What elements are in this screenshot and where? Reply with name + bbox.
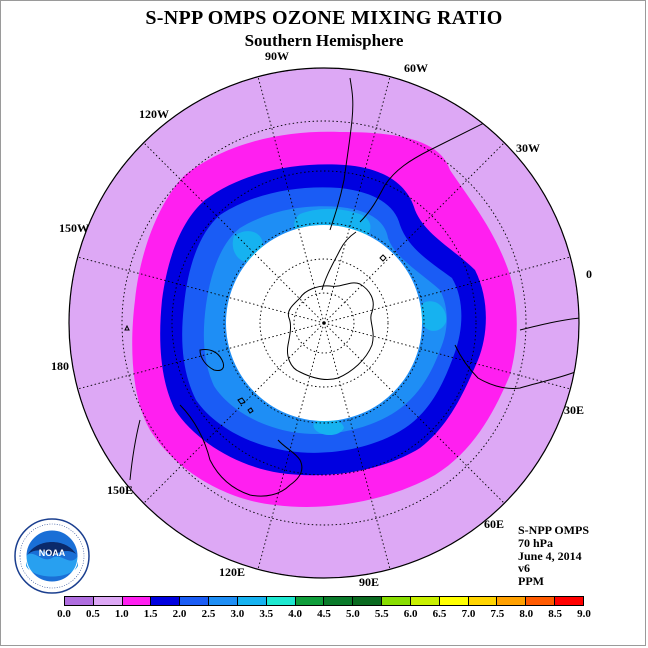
color-scale-label: 7.0 bbox=[461, 608, 476, 620]
color-scale-label: 3.0 bbox=[230, 608, 245, 620]
longitude-label: 180 bbox=[51, 359, 69, 373]
color-scale-swatch bbox=[122, 597, 152, 605]
meridian-line bbox=[143, 322, 325, 504]
color-scale-label: 5.5 bbox=[374, 608, 389, 620]
longitude-label: 30E bbox=[564, 403, 584, 417]
meridian-line bbox=[257, 322, 325, 570]
info-block: S-NPP OMPS 70 hPa June 4, 2014 v6 PPM bbox=[518, 524, 589, 588]
info-version: v6 bbox=[518, 561, 530, 576]
color-scale-swatch bbox=[410, 597, 440, 605]
noaa-logo-text: NOAA bbox=[39, 548, 66, 558]
info-date: June 4, 2014 bbox=[518, 548, 582, 563]
color-scale-label: 2.0 bbox=[172, 608, 187, 620]
color-scale-bar bbox=[64, 596, 584, 606]
map-title: S-NPP OMPS OZONE MIXING RATIO bbox=[145, 7, 503, 29]
color-scale-swatch bbox=[180, 597, 210, 605]
meridian-line bbox=[323, 256, 571, 324]
longitude-label: 120W bbox=[139, 107, 169, 121]
longitude-label: 60E bbox=[484, 517, 504, 531]
color-scale-swatch bbox=[497, 597, 527, 605]
new-zealand-coast bbox=[199, 349, 225, 371]
coastlines bbox=[124, 77, 579, 497]
south-america-coast bbox=[329, 77, 491, 231]
color-scale-labels: 0.0 0.5 1.0 1.5 2.0 2.5 3.0 3.5 4.0 4.5 5.0 5.5 6.0 6… bbox=[0, 608, 648, 622]
color-scale-swatch bbox=[468, 597, 498, 605]
color-scale-label: 9.0 bbox=[577, 608, 591, 620]
color-scale-swatch bbox=[93, 597, 123, 605]
color-scale-label: 1.5 bbox=[143, 608, 158, 620]
meridian-line bbox=[323, 76, 391, 324]
color-scale-label: 0.0 bbox=[57, 608, 71, 620]
meridian-line bbox=[323, 142, 505, 324]
color-scale-swatch bbox=[266, 597, 296, 605]
color-scale-label: 6.0 bbox=[403, 608, 418, 620]
longitude-label: 120E bbox=[219, 565, 245, 579]
noaa-logo: NOAA bbox=[14, 518, 90, 594]
meridian-line bbox=[77, 256, 325, 324]
meridian-line bbox=[143, 142, 325, 324]
longitude-label: 150E bbox=[107, 483, 133, 497]
color-scale-label: 8.5 bbox=[548, 608, 562, 620]
meridian-line bbox=[323, 322, 505, 504]
longitude-label: 150W bbox=[59, 221, 89, 235]
color-scale-swatch bbox=[382, 597, 411, 605]
color-scale-label: 0.5 bbox=[86, 608, 100, 620]
meridian-line bbox=[323, 322, 571, 390]
color-scale-label: 3.5 bbox=[259, 608, 274, 620]
map-subtitle: Southern Hemisphere bbox=[244, 31, 404, 50]
color-scale-swatch bbox=[209, 597, 238, 605]
color-scale-label: 7.5 bbox=[490, 608, 505, 620]
color-scale-label: 6.5 bbox=[432, 608, 447, 620]
meridian-line bbox=[323, 322, 391, 570]
meridian-line bbox=[257, 76, 325, 324]
antarctic-peninsula bbox=[321, 231, 357, 291]
info-pressure: 70 hPa bbox=[518, 535, 554, 550]
color-scale-swatch bbox=[151, 597, 181, 605]
longitude-label: 30W bbox=[516, 141, 540, 155]
color-scale-label: 4.0 bbox=[288, 608, 302, 620]
color-scale-label: 1.0 bbox=[114, 608, 129, 620]
africa-coast bbox=[454, 317, 579, 389]
color-scale-label: 4.5 bbox=[317, 608, 331, 620]
color-scale-swatch bbox=[295, 597, 325, 605]
meridian-line bbox=[77, 322, 325, 390]
islands bbox=[124, 254, 387, 414]
color-scale-label: 8.0 bbox=[519, 608, 534, 620]
info-units: PPM bbox=[518, 574, 544, 589]
longitude-label: 90W bbox=[265, 49, 289, 63]
color-scale-swatch bbox=[65, 597, 94, 605]
info-instrument: S-NPP OMPS bbox=[518, 523, 589, 537]
field-band-3.0-c bbox=[419, 301, 447, 331]
color-scale-swatch bbox=[526, 597, 556, 605]
longitude-labels: 90W 60W 30W 0 30E 60E 90E 120E 150E 180 150W 120W bbox=[51, 49, 592, 589]
australia-coast bbox=[129, 404, 303, 497]
color-scale-swatch bbox=[555, 597, 583, 605]
color-scale-swatch bbox=[353, 597, 383, 605]
antarctica-coast bbox=[287, 282, 374, 381]
color-scale-label: 2.5 bbox=[201, 608, 216, 620]
south-pole-marker bbox=[322, 321, 326, 325]
color-scale-swatch bbox=[237, 597, 267, 605]
map-boundary bbox=[68, 67, 580, 579]
longitude-label: 0 bbox=[586, 267, 592, 281]
color-scale-label: 5.0 bbox=[346, 608, 360, 620]
longitude-label: 90E bbox=[359, 575, 379, 589]
longitude-label: 60W bbox=[404, 61, 428, 75]
graticule bbox=[69, 68, 579, 578]
color-scale-swatch bbox=[439, 597, 469, 605]
color-scale-swatch bbox=[324, 597, 354, 605]
